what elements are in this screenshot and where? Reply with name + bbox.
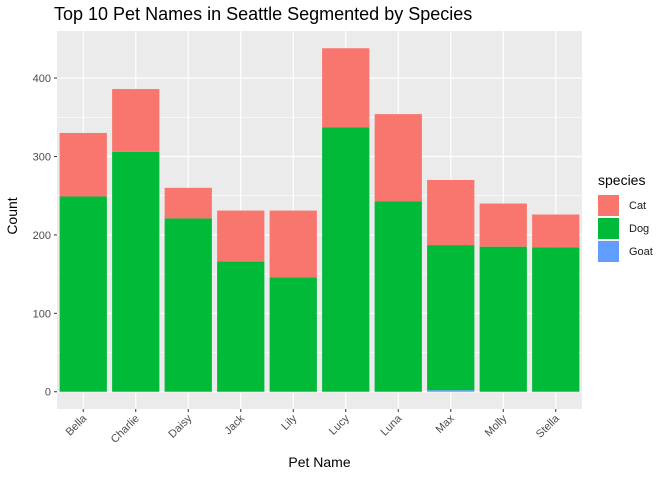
x-axis-label: Pet Name [288,454,351,470]
bar-cat-max [427,180,475,246]
chart-title: Top 10 Pet Names in Seattle Segmented by… [54,4,473,24]
bar-cat-luna [374,114,422,202]
legend-item-dog: Dog [598,217,653,240]
bar-cat-molly [479,203,527,247]
bar-cat-charlie [112,89,160,152]
bar-dog-max [427,245,475,391]
x-tick-label-charlie: Charlie [109,413,142,446]
bar-dog-daisy [164,218,212,392]
bar-cat-daisy [164,187,212,219]
y-tick-label: 200 [33,230,51,242]
y-tick-label: 400 [33,73,51,85]
bar-dog-jack [217,261,265,392]
y-tick-label: 0 [45,387,51,399]
bar-dog-charlie [112,151,160,392]
legend-label: Goat [629,245,653,258]
bar-dog-lucy [322,127,370,392]
y-tick-label: 300 [33,151,51,163]
y-tick-label: 100 [33,308,51,320]
bar-cat-lucy [322,48,370,128]
x-tick-label-bella: Bella [64,412,90,438]
bar-dog-bella [59,196,107,392]
legend-swatch [598,195,619,216]
legend-swatch [598,241,619,262]
legend-label: Cat [629,199,647,212]
legend: species Cat Dog Goat [598,172,653,263]
bar-cat-jack [217,210,265,262]
legend-swatch [598,218,619,239]
x-tick-label-max: Max [434,412,458,436]
legend-title: species [598,172,646,188]
bar-dog-lily [269,277,317,392]
legend-items: Cat Dog Goat [598,194,653,263]
bar-dog-stella [532,247,580,392]
x-tick-label-lucy: Lucy [327,412,352,437]
bar-cat-bella [59,132,107,197]
x-tick-label-stella: Stella [534,412,563,441]
bar-goat-max [427,390,475,392]
legend-item-goat: Goat [598,240,653,263]
legend-item-cat: Cat [598,194,653,217]
bar-cat-lily [269,210,317,278]
x-tick-label-jack: Jack [222,412,247,437]
x-tick-label-daisy: Daisy [166,412,194,440]
x-tick-label-lily: Lily [279,412,300,433]
bar-dog-luna [374,201,422,392]
legend-label: Dog [629,222,650,235]
x-tick-label-molly: Molly [483,412,510,439]
bar-cat-stella [532,214,580,248]
x-tick-label-luna: Luna [379,412,405,438]
bar-dog-molly [479,246,527,392]
